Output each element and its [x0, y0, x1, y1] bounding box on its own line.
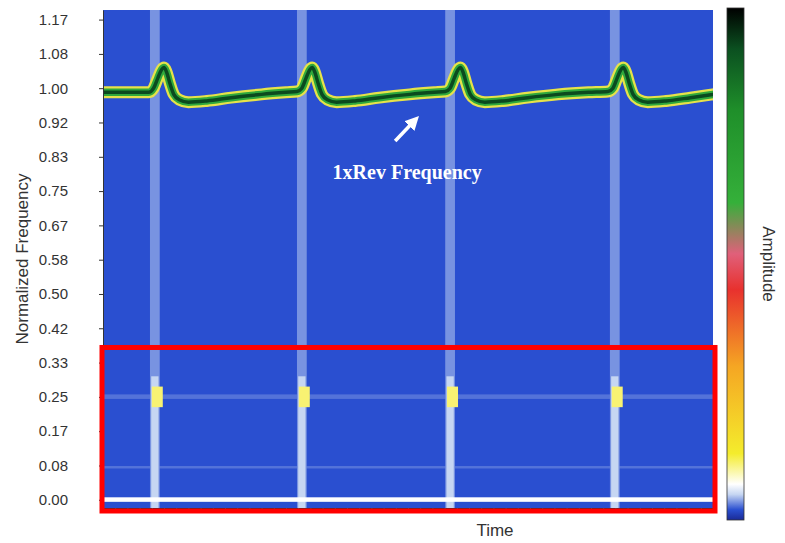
y-tick-label: 0.92 [39, 114, 68, 131]
y-tick-mark [99, 260, 103, 261]
y-tick: 0.42 [39, 320, 103, 337]
heat-cell [612, 387, 623, 408]
y-tick-label: 0.42 [39, 320, 68, 337]
ridge-band [103, 68, 713, 103]
y-tick-label: 0.25 [39, 388, 68, 405]
annotation-text: 1xRev Frequency [333, 161, 482, 184]
y-tick-mark [99, 157, 103, 158]
y-tick: 1.17 [39, 11, 103, 28]
y-tick-mark [99, 88, 103, 89]
annotation-arrow [395, 121, 414, 141]
y-tick-mark [99, 20, 103, 21]
y-tick-mark [99, 191, 103, 192]
y-tick: 0.25 [39, 388, 103, 405]
y-tick: 0.00 [39, 491, 103, 508]
chart: 0.00 0.08 0.17 0.25 0.33 0.42 0.50 0.58 0.67 0.75… [0, 0, 785, 543]
heat-cell [299, 387, 310, 408]
x-axis-title: Time [476, 521, 513, 540]
plot-background [103, 10, 713, 508]
y-tick: 0.50 [39, 285, 103, 302]
y-tick: 0.67 [39, 217, 103, 234]
y-tick-label: 0.83 [39, 148, 68, 165]
highlight-box [102, 347, 715, 511]
colorbar [727, 8, 744, 520]
y-tick-label: 0.50 [39, 285, 68, 302]
y-tick-mark [99, 328, 103, 329]
y-tick-label: 0.33 [39, 354, 68, 371]
y-tick: 1.00 [39, 79, 103, 96]
y-tick-label: 1.17 [39, 11, 68, 28]
y-tick-mark [99, 54, 103, 55]
y-tick: 0.75 [39, 182, 103, 199]
colorbar-title: Amplitude [759, 226, 778, 302]
y-tick: 0.58 [39, 251, 103, 268]
y-tick: 0.92 [39, 114, 103, 131]
y-axis: 0.00 0.08 0.17 0.25 0.33 0.42 0.50 0.58 0.67 0.75… [39, 11, 104, 509]
heat-cell [103, 466, 713, 468]
y-tick-mark [99, 122, 103, 123]
heat-cell [447, 387, 458, 408]
y-tick: 0.83 [39, 148, 103, 165]
y-tick-mark [99, 225, 103, 226]
y-tick-label: 0.08 [39, 457, 68, 474]
y-tick-label: 0.67 [39, 217, 68, 234]
y-tick: 0.08 [39, 457, 103, 474]
y-tick-label: 1.08 [39, 45, 68, 62]
y-tick: 0.33 [39, 354, 103, 371]
y-tick-label: 0.00 [39, 491, 68, 508]
ridge-glow [103, 68, 713, 103]
y-tick-label: 1.00 [39, 79, 68, 96]
y-tick-mark [99, 294, 103, 295]
y-tick: 1.08 [39, 45, 103, 62]
plot-marks [103, 10, 713, 508]
y-tick-label: 0.75 [39, 182, 68, 199]
heat-cell [103, 497, 713, 502]
y-tick-label: 0.17 [39, 422, 68, 439]
y-tick: 0.17 [39, 422, 103, 439]
ridge-line [103, 68, 713, 103]
heat-cell [152, 387, 163, 408]
y-tick-label: 0.58 [39, 251, 68, 268]
y-axis-title: Normalized Frequency [13, 173, 32, 345]
